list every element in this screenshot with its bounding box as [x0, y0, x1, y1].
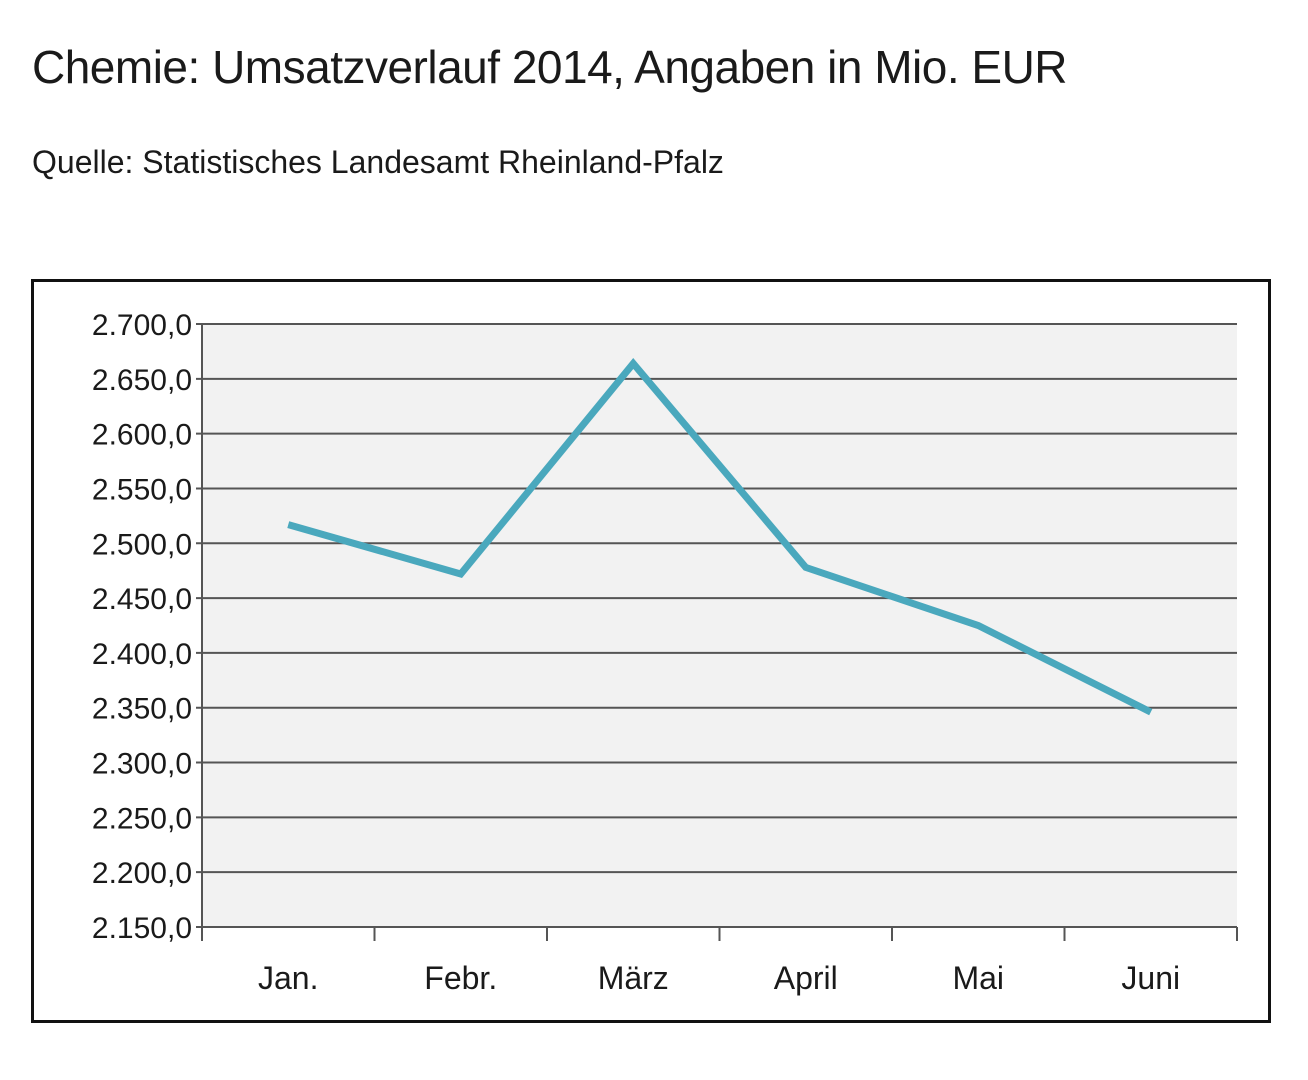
x-tick-label: April — [774, 960, 838, 996]
y-tick-label: 2.200,0 — [92, 857, 192, 890]
y-tick-label: 2.700,0 — [92, 309, 192, 342]
y-tick-label: 2.500,0 — [92, 528, 192, 561]
x-axis — [201, 324, 1238, 941]
chart-source: Quelle: Statistisches Landesamt Rheinlan… — [32, 144, 724, 180]
chart-title: Chemie: Umsatzverlauf 2014, Angaben in M… — [32, 41, 1068, 93]
y-tick-label: 2.450,0 — [92, 583, 192, 616]
y-tick-label: 2.550,0 — [92, 473, 192, 506]
line-chart: 2.700,0 2.650,0 2.600,0 2.550,0 2.500,0 2.450… — [92, 309, 1238, 996]
y-tick-label: 2.250,0 — [92, 802, 192, 835]
x-tick-label: Febr. — [424, 960, 497, 996]
y-tick-label: 2.150,0 — [92, 912, 192, 945]
y-tick-label: 2.650,0 — [92, 364, 192, 397]
y-tick-label: 2.300,0 — [92, 748, 192, 781]
x-axis-labels: Jan. Febr. März April Mai Juni — [258, 960, 1180, 996]
series-line — [287, 357, 1153, 716]
plot-background — [202, 324, 1237, 927]
x-tick-label: Jan. — [258, 960, 318, 996]
x-tick-label: März — [598, 960, 669, 996]
x-tick-label: Juni — [1121, 960, 1180, 996]
y-tick-label: 2.400,0 — [92, 638, 192, 671]
series-group — [287, 357, 1153, 716]
plot-area — [202, 324, 1237, 927]
y-tick-label: 2.350,0 — [92, 693, 192, 726]
y-tick-label: 2.600,0 — [92, 419, 192, 452]
x-tick-label: Mai — [952, 960, 1004, 996]
y-axis-labels: 2.700,0 2.650,0 2.600,0 2.550,0 2.500,0 2.450… — [92, 309, 192, 945]
chart-frame: 2.700,0 2.650,0 2.600,0 2.550,0 2.500,0 2.450… — [31, 279, 1271, 1023]
